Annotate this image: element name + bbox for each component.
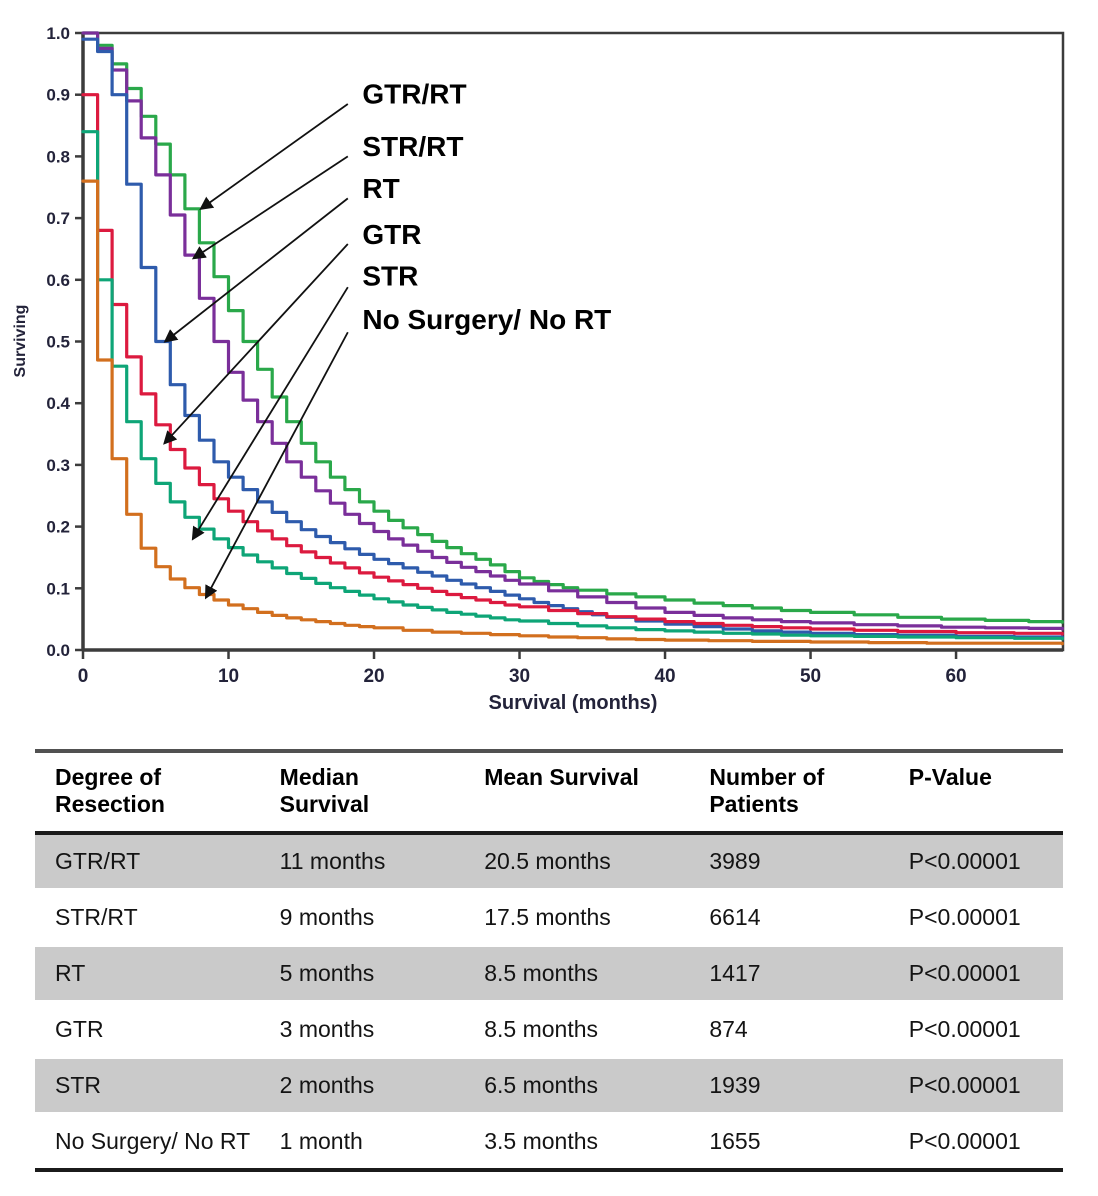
y-tick-label: 0.3 [46, 456, 70, 475]
y-tick-label: 0.6 [46, 271, 70, 290]
table-header-cell: Number of Patients [709, 751, 909, 835]
y-tick-label: 0.7 [46, 209, 70, 228]
survival-chart: 0.0 0.1 0.2 0.3 0.4 0.5 0.6 0.7 0.8 0.9 1.0 0 10 20 30… [12, 24, 1065, 714]
y-axis-title: Surviving [12, 305, 29, 378]
group-cell: GTR/RT [35, 831, 280, 891]
mean-survival-cell: 8.5 months [484, 944, 710, 1003]
x-tick-label: 60 [945, 666, 966, 687]
curve-rt [81, 37, 1064, 640]
x-tick-label: 10 [218, 666, 239, 687]
y-tick-label: 1.0 [46, 24, 70, 43]
curve-gtr [81, 93, 1064, 636]
median-survival-cell: 2 months [279, 1056, 485, 1115]
group-cell: STR [35, 1056, 280, 1115]
curve-label-no-surgery-no-rt: No Surgery/ No RT [362, 304, 611, 335]
table-row: GTR/RT 11 months 20.5 months 3989 P<0.00001 [35, 831, 1063, 891]
x-tick-label: 0 [78, 666, 89, 687]
curve-label-str: STR [362, 261, 418, 292]
table-header-cell: Median Survival [279, 751, 485, 835]
patients-cell: 3989 [709, 831, 909, 891]
pvalue-cell: P<0.00001 [908, 944, 1063, 1003]
curve-str [81, 130, 1064, 641]
group-cell: RT [35, 944, 280, 1003]
mean-survival-cell: 17.5 months [484, 904, 611, 930]
patients-cell: 1655 [709, 1128, 761, 1154]
group-cell: No Surgery/ No RT [55, 1128, 251, 1154]
x-tick-label: 20 [363, 666, 384, 687]
pvalue-cell: P<0.00001 [908, 904, 1021, 930]
annotation-arrow-str [191, 286, 349, 541]
table-row: STR 2 months 6.5 months 1939 P<0.00001 [35, 1056, 1063, 1115]
mean-survival-cell: 20.5 months [484, 831, 710, 891]
patients-cell: 1939 [709, 1056, 909, 1115]
survival-table: Degree of Resection Median Survival Mean S… [35, 749, 1063, 1172]
y-tick-label: 0.2 [46, 518, 70, 537]
curve-no-surgery-no-rt [81, 179, 1064, 646]
table-header-cell: Mean Survival [484, 751, 710, 835]
annotation-arrow-rt [163, 197, 349, 343]
curve-label-rt: RT [362, 173, 399, 204]
curve-gtr-rt [81, 31, 1064, 624]
group-cell: GTR [55, 1016, 104, 1042]
y-tick-label: 0.5 [46, 333, 70, 352]
annotation-arrow-no-surgery-no-rt [204, 331, 349, 600]
median-survival-cell: 3 months [279, 1016, 375, 1042]
x-tick-label: 30 [509, 666, 530, 687]
mean-survival-cell: 6.5 months [484, 1056, 710, 1115]
y-tick-label: 0.4 [46, 394, 70, 413]
group-cell: STR/RT [55, 904, 138, 930]
patients-cell: 6614 [709, 904, 761, 930]
table-row: GTR 3 months 8.5 months 874 P<0.00001 [35, 1002, 1063, 1058]
mean-survival-cell: 3.5 months [484, 1128, 599, 1154]
table-row: No Surgery/ No RT 1 month 3.5 months 1655 P<… [35, 1114, 1063, 1171]
y-tick-label: 0.9 [46, 86, 70, 105]
annotation-arrow-gtr [163, 243, 349, 445]
y-tick-label: 0.0 [46, 641, 70, 660]
curve-label-gtr-rt: GTR/RT [362, 79, 466, 110]
median-survival-cell: 1 month [279, 1128, 363, 1154]
x-tick-label: 50 [800, 666, 821, 687]
median-survival-cell: 5 months [279, 944, 485, 1003]
mean-survival-cell: 8.5 months [484, 1016, 599, 1042]
header-row: Degree of Resection Median Survival Mean S… [35, 751, 1063, 835]
patients-cell: 1417 [709, 944, 909, 1003]
curve-str-rt [81, 31, 1064, 631]
table-header-row: Degree of Resection Median Survival Mean S… [35, 751, 1063, 835]
table-row: STR/RT 9 months 17.5 months 6614 P<0.00001 [35, 890, 1063, 946]
x-tick-label: 40 [654, 666, 675, 687]
curve-label-gtr: GTR [362, 219, 421, 250]
pvalue-cell: P<0.00001 [908, 1056, 1063, 1115]
x-axis-title: Survival (months) [489, 692, 658, 714]
median-survival-cell: 11 months [279, 831, 485, 891]
table-header-cell: P-Value [908, 751, 1063, 835]
pvalue-cell: P<0.00001 [908, 1128, 1021, 1154]
patients-cell: 874 [709, 1016, 748, 1042]
table-header-cell: Degree of Resection [35, 751, 280, 835]
annotation-arrow-str-rt [191, 155, 349, 260]
y-tick-label: 0.1 [46, 579, 70, 598]
y-tick-label: 0.8 [46, 147, 70, 166]
table-row: RT 5 months 8.5 months 1417 P<0.00001 [35, 944, 1063, 1003]
curve-label-str-rt: STR/RT [362, 131, 463, 162]
table-body: GTR/RT 11 months 20.5 months 3989 P<0.00001 S… [35, 831, 1063, 1171]
pvalue-cell: P<0.00001 [908, 1016, 1021, 1042]
pvalue-cell: P<0.00001 [908, 831, 1063, 891]
annotation-arrow-gtr-rt [199, 103, 349, 211]
median-survival-cell: 9 months [279, 904, 375, 930]
